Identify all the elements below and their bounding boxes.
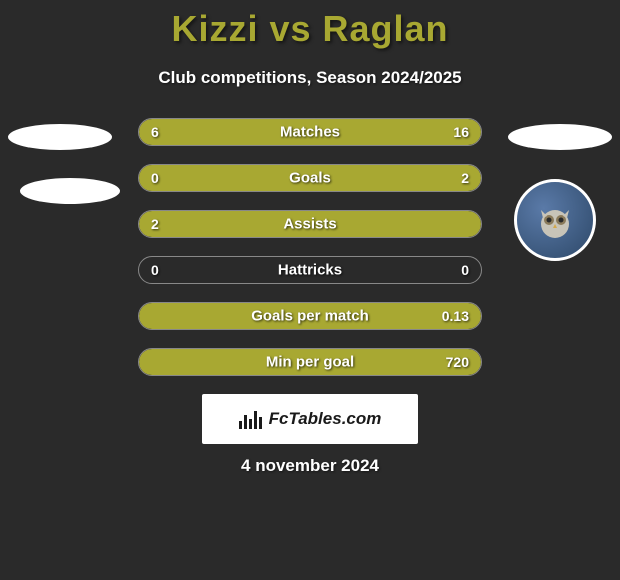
stat-label: Assists [283,216,336,233]
stat-value-right: 16 [453,124,469,140]
stat-label: Goals [289,170,331,187]
stat-row-hattricks: 0 Hattricks 0 [138,256,482,284]
left-team-shape-2 [20,178,120,204]
stat-value-left: 2 [151,216,159,232]
stat-value-right: 2 [461,170,469,186]
right-team-shape [508,124,612,150]
club-badge [514,179,596,261]
stat-row-assists: 2 Assists [138,210,482,238]
date-label: 4 november 2024 [0,456,620,476]
page-title: Kizzi vs Raglan [0,0,620,50]
stat-row-goals: 0 Goals 2 [138,164,482,192]
stat-value-right: 720 [446,354,469,370]
stat-label: Goals per match [251,308,369,325]
stat-value-left: 6 [151,124,159,140]
stat-row-goals-per-match: Goals per match 0.13 [138,302,482,330]
fctables-link[interactable]: FcTables.com [202,394,418,444]
bar-chart-icon [239,409,263,429]
stat-label: Hattricks [278,262,342,279]
stat-value-right: 0 [461,262,469,278]
stat-row-matches: 6 Matches 16 [138,118,482,146]
stat-label: Min per goal [266,354,354,371]
stat-row-min-per-goal: Min per goal 720 [138,348,482,376]
stat-label: Matches [280,124,340,141]
stat-value-right: 0.13 [442,308,469,324]
subtitle: Club competitions, Season 2024/2025 [0,68,620,88]
stat-bar-right [231,119,481,145]
stat-value-left: 0 [151,170,159,186]
fctables-label: FcTables.com [269,409,382,429]
left-team-shape-1 [8,124,112,150]
stat-value-left: 0 [151,262,159,278]
owl-icon [533,200,577,240]
